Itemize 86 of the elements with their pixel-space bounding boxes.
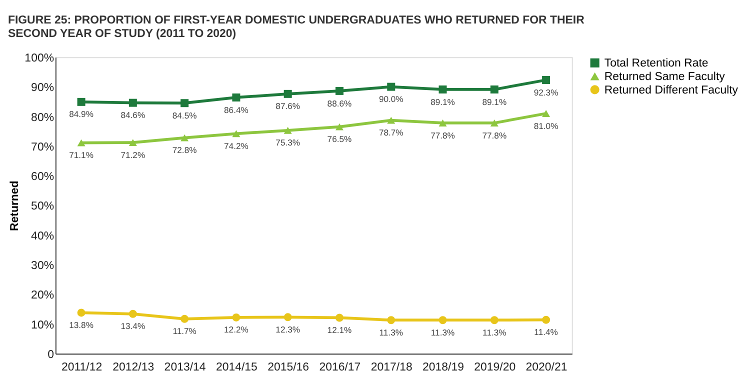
data-label: 89.1% [482, 96, 507, 107]
data-label: 12.1% [327, 325, 352, 336]
point [490, 85, 498, 94]
data-label: 77.8% [482, 130, 507, 140]
y-tick-label: 0 [48, 348, 54, 361]
x-tick-label: 2014/15 [216, 361, 258, 374]
legend-label: Returned Same Faculty [604, 71, 726, 84]
point [180, 99, 189, 108]
point [128, 139, 137, 146]
data-label: 11.3% [482, 327, 507, 338]
data-label: 84.9% [69, 109, 94, 120]
x-tick-label: 2017/18 [370, 361, 412, 374]
point [128, 98, 137, 107]
point [387, 316, 396, 324]
point [180, 134, 189, 142]
point [387, 116, 396, 124]
x-tick-label: 2011/12 [61, 361, 102, 374]
y-tick-label: 30% [31, 260, 54, 272]
y-tick-label: 40% [31, 230, 54, 242]
point [438, 316, 447, 324]
data-label: 75.3% [276, 138, 300, 148]
point [77, 308, 86, 317]
point [438, 120, 447, 126]
data-label: 12.2% [224, 324, 249, 335]
y-tick-label: 20% [31, 290, 54, 302]
point [232, 130, 240, 138]
x-tick-label: 2019/20 [474, 361, 516, 374]
data-label: 87.6% [276, 101, 300, 112]
x-tick-label: 2013/14 [164, 361, 206, 374]
y-tick-label: 80% [31, 112, 54, 124]
legend-label: Total Retention Rate [604, 58, 708, 70]
y-tick-label: 50% [31, 200, 54, 213]
point [490, 120, 498, 126]
x-tick-label: 2020/21 [526, 361, 568, 374]
data-label: 71.2% [120, 150, 146, 160]
chart-title: FIGURE 25: PROPORTION OF FIRST-YEAR DOMESTIC UNDERGRADUATES WHO RETURNED FOR THEIR SECOND YEAR OF STUDY (2011 TO 2020) [8, 14, 586, 40]
x-tick-label: 2018/19 [422, 361, 464, 374]
data-label: 13.8% [69, 320, 94, 330]
point [335, 314, 344, 322]
point [284, 126, 292, 134]
point [77, 98, 86, 106]
point [232, 93, 240, 102]
data-label: 11.7% [172, 326, 197, 336]
point [128, 310, 137, 318]
data-label: 90.0% [378, 94, 404, 104]
data-label: 84.6% [120, 110, 146, 120]
point [77, 139, 86, 146]
data-label: 84.5% [172, 110, 198, 120]
legend-label: Returned Different Faculty [604, 84, 738, 96]
data-label: 11.4% [534, 327, 558, 338]
data-label: 86.4% [224, 104, 249, 115]
point [284, 313, 292, 322]
data-label: 74.2% [224, 140, 249, 151]
data-label: 81.0% [534, 120, 559, 131]
y-tick-label: 100% [24, 52, 54, 64]
point [387, 82, 396, 91]
y-tick-label: 10% [31, 319, 54, 332]
x-tick-label: 2015/16 [268, 361, 310, 374]
point [180, 314, 189, 323]
point [438, 85, 447, 94]
data-label: 77.8% [430, 130, 456, 140]
data-label: 13.4% [120, 321, 146, 332]
data-label: 72.8% [172, 145, 198, 156]
data-label: 11.3% [430, 327, 455, 338]
x-tick-label: 2016/17 [319, 361, 361, 374]
y-tick-label: 70% [31, 141, 54, 154]
data-label: 92.3% [534, 87, 559, 98]
data-label: 78.7% [378, 128, 404, 138]
data-label: 76.5% [327, 134, 352, 144]
point [232, 313, 240, 322]
point [490, 316, 498, 324]
data-label: 88.6% [327, 98, 352, 108]
data-label: 89.1% [430, 96, 456, 107]
point [542, 110, 550, 117]
data-label: 12.3% [276, 324, 300, 334]
data-label: 11.3% [379, 327, 404, 338]
point [542, 316, 550, 324]
data-label: 71.1% [69, 150, 94, 160]
y-tick-label: 60% [31, 171, 54, 184]
point [542, 76, 550, 84]
y-tick-label: 90% [31, 82, 54, 94]
point [335, 86, 344, 95]
x-tick-label: 2012/13 [112, 361, 154, 374]
y-axis-title: Returned [8, 180, 21, 232]
point [284, 90, 292, 98]
point [335, 123, 344, 130]
